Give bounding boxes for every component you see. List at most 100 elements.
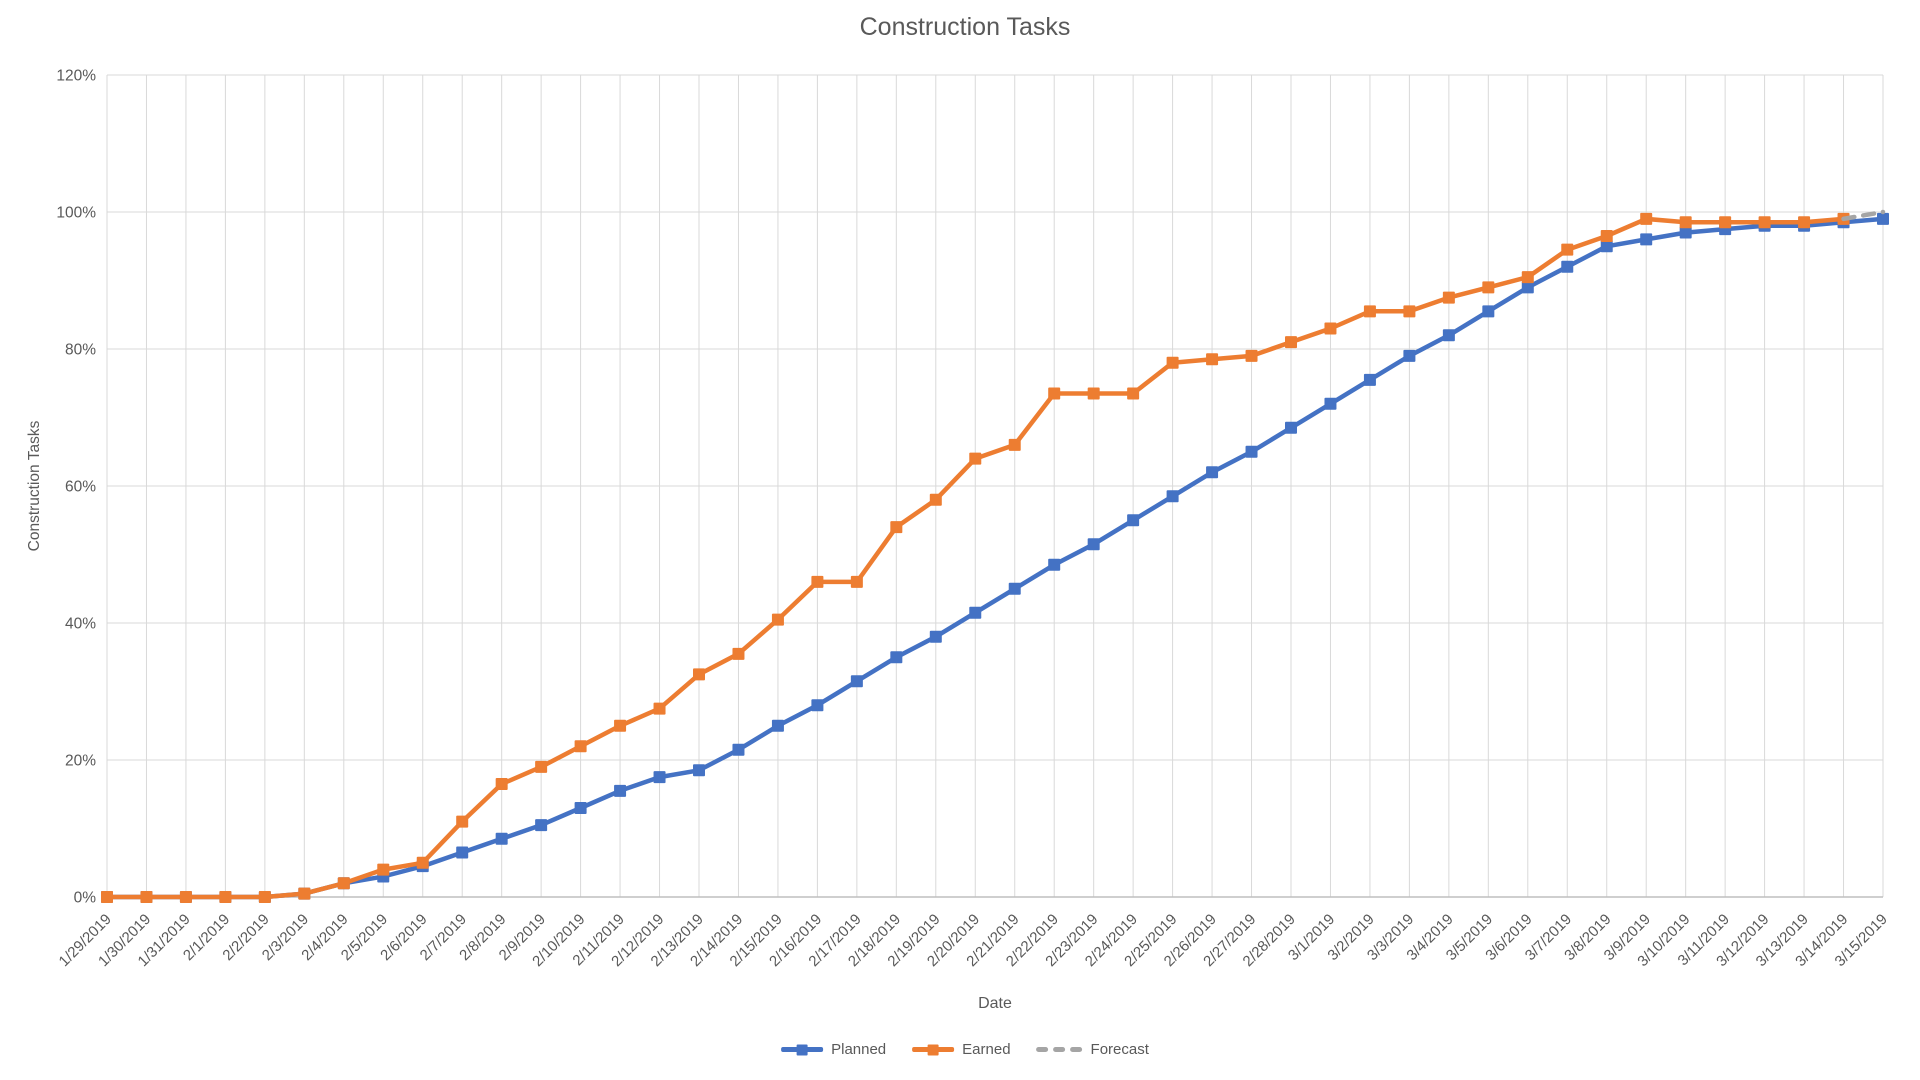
- series-earned-marker: [101, 891, 113, 903]
- series-planned-marker: [1087, 538, 1100, 551]
- series-earned-marker: [377, 863, 390, 876]
- series-planned-marker: [1206, 466, 1219, 479]
- series-planned-line: [107, 216, 1884, 900]
- series-planned-marker: [1679, 226, 1692, 239]
- series-planned-marker: [1482, 305, 1495, 318]
- legend-label-forecast: Forecast: [1090, 1041, 1149, 1058]
- series-planned-marker: [1403, 349, 1416, 362]
- series-earned-marker: [1008, 438, 1021, 451]
- series-planned-marker: [1048, 558, 1061, 571]
- series-earned-marker: [1245, 349, 1258, 362]
- series-planned-marker: [929, 630, 942, 643]
- series-earned-marker: [456, 815, 469, 828]
- series-earned-marker: [1600, 229, 1613, 242]
- planned-line-swatch: [781, 1044, 824, 1055]
- series-earned-marker: [1521, 271, 1534, 284]
- series-earned-marker: [258, 891, 271, 903]
- series-earned-marker: [1798, 216, 1811, 229]
- series-earned-marker: [969, 452, 982, 465]
- y-tick-label: 20%: [65, 753, 96, 770]
- y-tick-label: 60%: [65, 479, 96, 496]
- series-earned-marker: [1363, 305, 1376, 318]
- y-axis-title: Construction Tasks: [26, 420, 43, 552]
- legend-label-earned: Earned: [962, 1041, 1011, 1058]
- series-planned-marker: [1285, 421, 1297, 434]
- legend-item-planned[interactable]: Planned: [781, 1041, 886, 1058]
- series-planned-marker: [1561, 260, 1574, 273]
- series-forecast-line: [1841, 209, 1886, 222]
- series-earned-marker: [1285, 336, 1297, 349]
- series-earned-marker: [1087, 387, 1100, 400]
- earned-line-swatch: [912, 1044, 955, 1055]
- forecast-dash: [1036, 1047, 1049, 1052]
- series-planned-marker: [693, 764, 705, 777]
- series-earned-marker: [1206, 353, 1219, 366]
- series-planned-marker: [1166, 490, 1179, 503]
- series-planned-marker: [1324, 397, 1337, 410]
- series-earned-marker: [1324, 322, 1337, 335]
- series-planned-marker: [1245, 445, 1258, 458]
- series-earned-marker: [1640, 212, 1653, 225]
- series-earned-marker: [535, 760, 548, 773]
- series-planned-marker: [495, 832, 508, 845]
- series-earned-marker: [1719, 216, 1732, 229]
- series-earned-marker: [219, 891, 232, 903]
- series-earned-marker: [1403, 305, 1416, 318]
- series-earned-marker: [614, 719, 627, 732]
- series-earned-marker: [1758, 216, 1771, 229]
- series-planned-marker: [969, 606, 982, 619]
- series-planned-marker: [1600, 240, 1613, 253]
- series-earned-marker: [811, 575, 824, 588]
- series-planned-marker: [535, 819, 548, 832]
- series-planned-marker: [1127, 514, 1140, 527]
- earned-marker-swatch: [927, 1044, 939, 1055]
- series-planned-marker: [890, 651, 903, 664]
- series-planned-marker: [1363, 373, 1376, 386]
- y-tick-label: 0%: [74, 890, 97, 907]
- series-earned-marker: [890, 521, 903, 534]
- series-planned-marker: [614, 784, 627, 797]
- series-planned-marker: [771, 719, 784, 732]
- series-earned-marker: [1679, 216, 1692, 229]
- series-planned-marker: [850, 675, 863, 688]
- series-earned-marker: [140, 891, 153, 903]
- series-earned-marker: [495, 777, 508, 790]
- y-tick-label: 40%: [65, 616, 96, 633]
- series-planned-marker: [653, 771, 666, 784]
- series-earned-marker: [929, 493, 942, 506]
- forecast-dash: [1070, 1047, 1083, 1052]
- series-earned-marker: [416, 856, 429, 869]
- series-earned-marker: [1127, 387, 1140, 400]
- series-planned-marker: [732, 743, 745, 756]
- series-earned-marker: [1442, 291, 1455, 304]
- series-planned-marker: [1008, 582, 1021, 595]
- y-tick-label: 120%: [56, 68, 96, 85]
- series-earned-marker: [1482, 281, 1495, 294]
- legend-label-planned: Planned: [831, 1041, 887, 1058]
- series-earned-marker: [337, 877, 350, 890]
- series-earned-marker: [298, 887, 311, 900]
- series-earned-marker: [179, 891, 192, 903]
- y-tick-label: 100%: [56, 205, 96, 222]
- y-tick-label: 80%: [65, 342, 96, 359]
- series-planned-marker: [574, 801, 587, 814]
- legend-item-forecast[interactable]: Forecast: [1036, 1041, 1149, 1058]
- legend: Planned Earned Forecast: [781, 1041, 1149, 1058]
- series-planned-marker: [1877, 212, 1889, 225]
- chart-title: Construction Tasks: [859, 13, 1071, 41]
- series-planned-marker: [811, 699, 824, 712]
- planned-marker-swatch: [796, 1044, 808, 1055]
- series-earned-marker: [732, 647, 745, 660]
- series-planned-marker: [1442, 329, 1455, 342]
- series-earned-marker: [771, 613, 784, 626]
- series-planned-marker: [456, 846, 469, 859]
- series-earned-marker: [850, 575, 863, 588]
- series-earned-marker: [693, 668, 705, 681]
- series-earned-marker: [1561, 243, 1574, 256]
- series-earned-marker: [574, 740, 587, 753]
- series-earned-marker: [653, 702, 666, 715]
- series-planned-marker: [1640, 233, 1653, 246]
- legend-item-earned[interactable]: Earned: [912, 1041, 1011, 1058]
